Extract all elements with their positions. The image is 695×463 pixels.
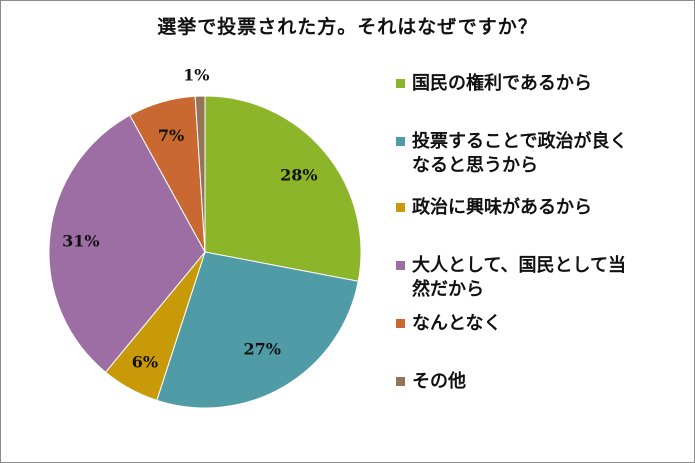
legend-label-2-line-2: なると思うから — [412, 155, 538, 176]
legend-item-5: なんとなく — [396, 312, 686, 336]
legend-label-5-line-1: なんとなく — [412, 313, 502, 334]
legend-item-6: その他 — [396, 370, 686, 394]
legend-label-1-line-1: 国民の権利であるから — [412, 73, 592, 94]
data-label-2: 27% — [243, 340, 280, 359]
pie-slice-6 — [194, 95, 206, 253]
pie-slice-4 — [48, 114, 206, 373]
data-label-1: 28% — [280, 165, 317, 184]
legend-item-1: 国民の権利であるから — [396, 72, 686, 96]
legend-swatch-2 — [396, 137, 405, 146]
legend-label-6-line-1: その他 — [412, 371, 466, 392]
data-label-6: 1% — [183, 65, 209, 84]
legend-item-2: 投票することで政治が良く なると思うから — [396, 130, 686, 178]
legend-swatch-6 — [396, 377, 405, 386]
chart-title: 選挙で投票された方。それはなぜですか？ — [157, 16, 538, 38]
data-label-4: 31% — [62, 231, 99, 250]
pie-slice-2 — [156, 251, 359, 409]
legend-swatch-1 — [396, 79, 405, 88]
legend-label-4-line-1: 大人として、国民として当 — [412, 255, 627, 276]
data-label-5: 7% — [158, 126, 184, 145]
legend-label-2-line-1: 投票することで政治が良く — [412, 131, 628, 152]
legend-label-3-line-1: 政治に興味があるから — [412, 197, 592, 218]
pie-slice-1 — [204, 95, 362, 282]
legend-swatch-4 — [396, 261, 405, 270]
legend-swatch-3 — [396, 203, 405, 212]
data-label-3: 6% — [132, 352, 158, 371]
legend-item-3: 政治に興味があるから — [396, 196, 686, 220]
legend-swatch-5 — [396, 319, 405, 328]
legend-label-4-line-2: 然だから — [412, 279, 484, 300]
legend-item-4: 大人として、国民として当 然だから — [396, 254, 686, 302]
